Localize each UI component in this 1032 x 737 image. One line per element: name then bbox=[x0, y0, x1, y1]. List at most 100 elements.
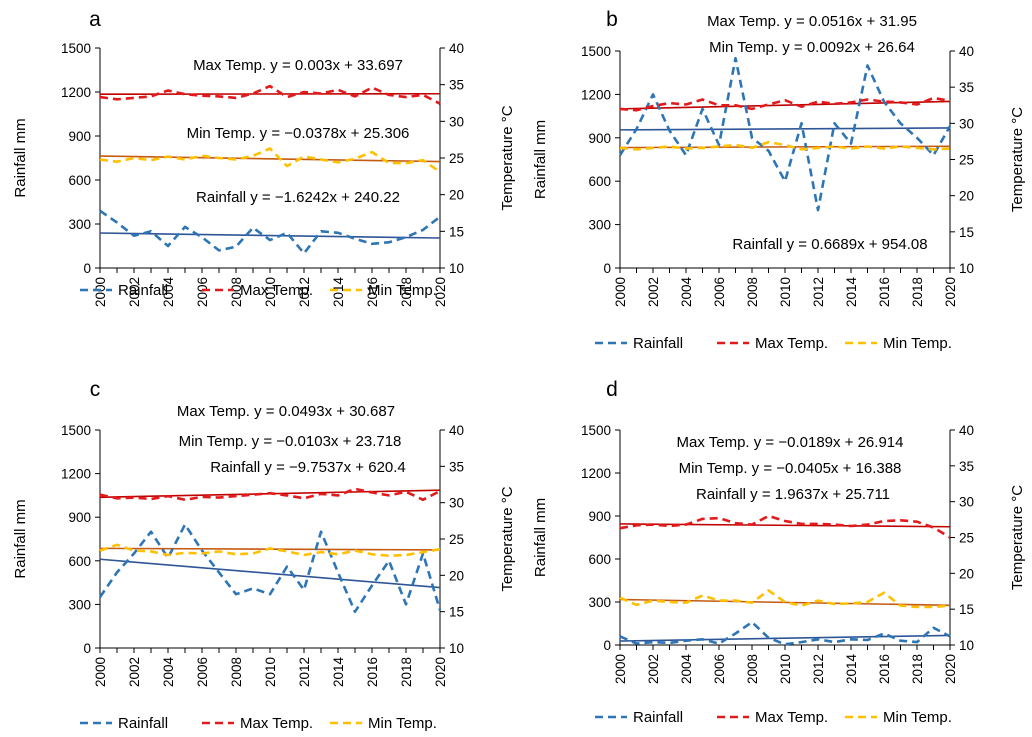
y-tick-label: 1500 bbox=[581, 44, 611, 59]
chart-panel-b: b 0 300 600 900 1200 1500 10 15 20 25 30 35 40 2000 200… bbox=[532, 8, 1026, 352]
x-tick-label: 2000 bbox=[613, 654, 628, 684]
trend-equation-min-temp: Min Temp. y = 0.0092x + 26.64 bbox=[709, 39, 915, 56]
trend-equation-max-temp: Max Temp. y = 0.0493x + 30.687 bbox=[177, 403, 395, 420]
trendline-rainfall bbox=[619, 634, 951, 642]
y2-tick-label: 10 bbox=[449, 641, 464, 656]
y2-axis-title: Temperature °C bbox=[1009, 485, 1026, 590]
y-tick-label: 1200 bbox=[61, 467, 91, 482]
trend-equation-rainfall: Rainfall y = 0.6689x + 954.08 bbox=[732, 236, 927, 253]
legend-label-max-temp: Max Temp. bbox=[755, 335, 828, 352]
x-tick-label: 2010 bbox=[263, 657, 278, 687]
y2-tick-label: 30 bbox=[959, 495, 974, 510]
x-tick-label: 2002 bbox=[127, 277, 142, 307]
legend: Rainfall Max Temp. Min Temp. bbox=[80, 715, 437, 732]
y-axis-title: Rainfall mm bbox=[532, 498, 549, 577]
legend-label-rainfall: Rainfall bbox=[118, 282, 168, 299]
x-tick-label: 2016 bbox=[877, 277, 892, 307]
x-tick-label: 2004 bbox=[161, 277, 176, 308]
y-tick-label: 0 bbox=[603, 261, 611, 276]
x-tick-label: 2000 bbox=[93, 277, 108, 307]
legend-label-min-temp: Min Temp. bbox=[883, 709, 952, 726]
y-axis-title: Rainfall mm bbox=[12, 118, 29, 197]
x-tick-label: 2002 bbox=[127, 657, 142, 687]
chart-panel-d: d 0 300 600 900 1200 1500 10 15 20 25 30 35 40 2000 200… bbox=[532, 378, 1026, 726]
legend: Rainfall Max Temp. Min Temp. bbox=[80, 282, 437, 299]
trendline-min-temp bbox=[99, 155, 441, 163]
trendline-min-temp bbox=[619, 145, 951, 149]
y2-tick-label: 20 bbox=[959, 566, 974, 581]
series-line-min-temp bbox=[619, 589, 951, 609]
x-tick-label: 2002 bbox=[646, 654, 661, 684]
y-tick-label: 600 bbox=[588, 552, 611, 567]
y2-axis-title: Temperature °C bbox=[499, 486, 516, 591]
x-tick-label: 2012 bbox=[297, 657, 312, 687]
x-tick-label: 2006 bbox=[712, 277, 727, 307]
trendline-rainfall bbox=[99, 232, 441, 239]
legend-label-rainfall: Rainfall bbox=[118, 715, 168, 732]
x-tick-label: 2018 bbox=[399, 277, 414, 307]
y-tick-label: 300 bbox=[588, 218, 611, 233]
panel-label: c bbox=[90, 378, 101, 401]
y-tick-label: 900 bbox=[588, 131, 611, 146]
x-tick-label: 2020 bbox=[943, 654, 958, 684]
x-tick-label: 2006 bbox=[195, 277, 210, 307]
x-tick-label: 2014 bbox=[844, 277, 859, 308]
x-tick-label: 2008 bbox=[229, 657, 244, 687]
x-tick-label: 2016 bbox=[365, 277, 380, 307]
series-line-max-temp bbox=[99, 487, 441, 502]
series-line-rainfall bbox=[99, 209, 441, 255]
x-tick-label: 2014 bbox=[331, 277, 346, 308]
y-tick-label: 600 bbox=[68, 554, 91, 569]
x-tick-label: 2016 bbox=[365, 657, 380, 687]
legend-label-min-temp: Min Temp. bbox=[368, 715, 437, 732]
series-line-rainfall bbox=[619, 620, 951, 646]
y2-tick-label: 25 bbox=[449, 151, 464, 166]
y-tick-label: 900 bbox=[588, 509, 611, 524]
panel-label: d bbox=[606, 378, 618, 401]
y2-tick-label: 20 bbox=[959, 189, 974, 204]
y-tick-label: 300 bbox=[588, 595, 611, 610]
x-tick-label: 2020 bbox=[943, 277, 958, 307]
y-tick-label: 1200 bbox=[61, 85, 91, 100]
series-line-min-temp bbox=[99, 147, 441, 173]
x-tick-label: 2012 bbox=[811, 277, 826, 307]
series-line-rainfall bbox=[618, 56, 952, 212]
y2-tick-label: 35 bbox=[449, 78, 464, 93]
y2-tick-label: 15 bbox=[449, 224, 464, 239]
x-tick-label: 2010 bbox=[778, 654, 793, 684]
trendline-max-temp bbox=[619, 100, 951, 110]
trend-equation-max-temp: Max Temp. y = −0.0189x + 26.914 bbox=[677, 434, 904, 451]
series-line-max-temp bbox=[619, 96, 951, 112]
y2-tick-label: 15 bbox=[449, 605, 464, 620]
y2-tick-label: 30 bbox=[959, 116, 974, 131]
y2-tick-label: 40 bbox=[959, 423, 974, 438]
x-tick-label: 2012 bbox=[811, 654, 826, 684]
y2-tick-label: 40 bbox=[449, 423, 464, 438]
y2-tick-label: 35 bbox=[959, 459, 974, 474]
x-tick-label: 2020 bbox=[433, 657, 448, 687]
legend-label-min-temp: Min Temp. bbox=[883, 335, 952, 352]
y2-tick-label: 25 bbox=[959, 153, 974, 168]
trendline-rainfall bbox=[619, 127, 951, 131]
y-tick-label: 1200 bbox=[581, 466, 611, 481]
y2-tick-label: 15 bbox=[959, 225, 974, 240]
x-tick-label: 2006 bbox=[195, 657, 210, 687]
legend-label-rainfall: Rainfall bbox=[633, 709, 683, 726]
y-axis-title: Rainfall mm bbox=[532, 120, 549, 199]
legend: Rainfall Max Temp. Min Temp. bbox=[595, 709, 952, 726]
x-tick-label: 2018 bbox=[910, 654, 925, 684]
y2-tick-label: 10 bbox=[959, 638, 974, 653]
y2-tick-label: 20 bbox=[449, 568, 464, 583]
x-tick-label: 2002 bbox=[646, 277, 661, 307]
x-tick-label: 2008 bbox=[745, 654, 760, 684]
x-tick-label: 2016 bbox=[877, 654, 892, 684]
trend-equation-min-temp: Min Temp. y = −0.0405x + 16.388 bbox=[679, 460, 902, 477]
x-tick-label: 2008 bbox=[745, 277, 760, 307]
trend-equation-max-temp: Max Temp. y = 0.0516x + 31.95 bbox=[707, 13, 917, 30]
x-tick-label: 2014 bbox=[844, 654, 859, 685]
chart-panel-c: c 0 300 600 900 1200 1500 10 15 20 25 30 35 40 2000 200… bbox=[12, 378, 516, 732]
x-tick-label: 2010 bbox=[778, 277, 793, 307]
y2-tick-label: 35 bbox=[449, 459, 464, 474]
y2-tick-label: 25 bbox=[449, 532, 464, 547]
